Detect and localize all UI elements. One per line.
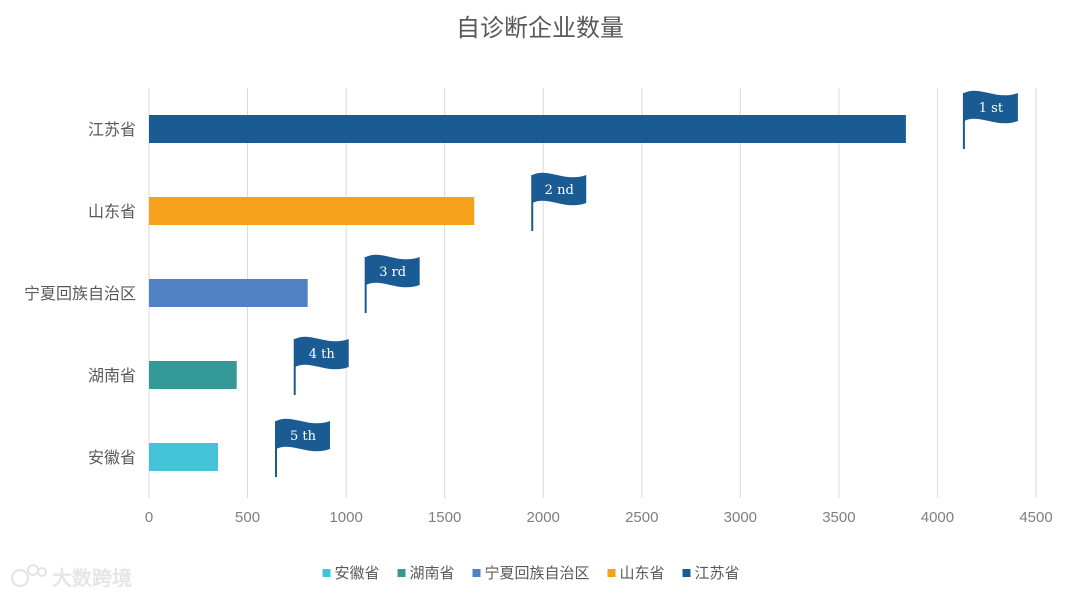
legend-swatch (607, 569, 616, 577)
rank-flag: 3 rd (364, 254, 420, 313)
legend: 安徽省 湖南省 宁夏回族自治区 山东省 江苏省 (322, 564, 740, 582)
legend-swatch (682, 569, 691, 577)
bar (149, 361, 237, 389)
flag-cloth (365, 254, 420, 288)
watermark-logo-icon (11, 564, 47, 587)
x-tick-label: 500 (235, 509, 260, 526)
watermark: 大数跨境 (11, 564, 132, 590)
bar (149, 443, 218, 471)
rank-label: 5 th (290, 429, 317, 444)
bar (149, 197, 475, 225)
legend-label: 江苏省 (695, 564, 740, 582)
x-tick-label: 1000 (329, 509, 362, 526)
legend-item: 江苏省 (682, 564, 740, 582)
rank-flag: 2 nd (531, 172, 587, 231)
x-tick-label: 3500 (822, 509, 855, 526)
x-axis-ticks: 0 500 1000 1500 2000 2500 3000 3500 4000 4500 (145, 509, 1053, 526)
category-label: 江苏省 (88, 120, 136, 139)
chart-title: 自诊断企业数量 (456, 14, 624, 42)
rank-label: 3 rd (379, 265, 406, 280)
flag-cloth (532, 172, 587, 206)
x-tick-label: 4000 (921, 509, 954, 526)
legend-swatch (472, 569, 481, 577)
x-tick-label: 2000 (527, 509, 560, 526)
x-tick-label: 0 (145, 509, 153, 526)
legend-label: 安徽省 (335, 564, 380, 582)
x-tick-label: 4500 (1019, 509, 1052, 526)
x-tick-label: 3000 (724, 509, 757, 526)
rank-flag: 4 th (293, 336, 349, 395)
legend-swatch (322, 569, 331, 577)
legend-label: 宁夏回族自治区 (485, 564, 590, 582)
category-label: 山东省 (88, 202, 136, 221)
legend-item: 安徽省 (322, 564, 380, 582)
legend-item: 宁夏回族自治区 (472, 564, 590, 582)
legend-label: 湖南省 (410, 564, 455, 582)
flag-cloth (294, 336, 349, 370)
rank-flag: 5 th (274, 418, 330, 477)
category-label: 宁夏回族自治区 (24, 284, 136, 303)
grid (148, 88, 1037, 498)
bar (149, 279, 308, 307)
category-label: 安徽省 (88, 448, 136, 467)
rank-flag: 1 st (962, 90, 1018, 149)
rank-label: 1 st (979, 101, 1004, 116)
rank-label: 2 nd (545, 183, 574, 198)
legend-item: 山东省 (607, 564, 665, 582)
legend-item: 湖南省 (397, 564, 455, 582)
bar (149, 115, 906, 143)
flag-cloth (275, 418, 330, 452)
legend-label: 山东省 (620, 564, 665, 582)
watermark-text: 大数跨境 (52, 566, 132, 590)
rank-flags: 1 st 2 nd 3 rd 4 th 5 th (274, 90, 1018, 477)
flag-cloth (963, 90, 1018, 124)
x-tick-label: 2500 (625, 509, 658, 526)
x-tick-label: 1500 (428, 509, 461, 526)
legend-swatch (397, 569, 406, 577)
category-label: 湖南省 (88, 366, 136, 385)
bars (149, 115, 906, 471)
rank-label: 4 th (309, 347, 336, 362)
